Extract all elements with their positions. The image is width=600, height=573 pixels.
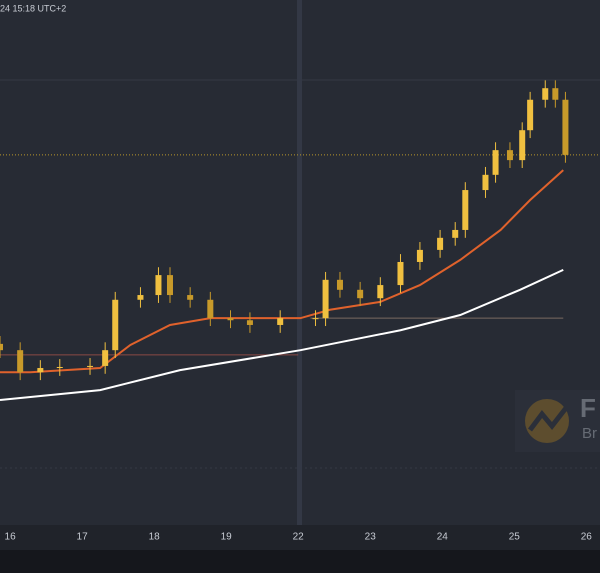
x-tick-label: 26: [581, 532, 593, 543]
candle-body: [462, 190, 469, 230]
candle-body: [56, 366, 63, 369]
watermark-logo-mark: [528, 406, 568, 432]
candle-body: [207, 299, 214, 319]
x-tick-label: 24: [437, 532, 449, 543]
axis-band: [0, 525, 600, 550]
candle-body: [377, 285, 384, 299]
candle-body: [519, 130, 526, 161]
candle-body: [492, 150, 499, 175]
candle-body: [87, 365, 94, 367]
candle-body: [112, 299, 119, 351]
candle-body: [437, 237, 444, 250]
x-tick-label: 25: [509, 532, 521, 543]
footer-band: [0, 550, 600, 573]
candle-body: [277, 318, 284, 325]
candle-body: [166, 275, 173, 296]
candle-body: [187, 295, 194, 300]
x-tick-label: 16: [5, 532, 17, 543]
x-tick-label: 17: [77, 532, 89, 543]
candle-body: [416, 249, 423, 262]
candle-body: [322, 279, 329, 319]
candle-body: [312, 318, 319, 320]
watermark: F Br: [515, 390, 600, 452]
candle-body: [357, 289, 364, 299]
x-tick-label: 18: [149, 532, 161, 543]
crosshair: [297, 0, 302, 525]
timestamp: 24 15:18 UTC+2: [0, 3, 66, 13]
candle-body: [246, 320, 253, 325]
watermark-text: Br: [582, 425, 597, 442]
candle-body: [102, 350, 109, 366]
x-tick-label: 19: [221, 532, 233, 543]
candle-body: [155, 275, 162, 296]
candle-body: [227, 318, 234, 321]
candle-body: [506, 150, 513, 161]
candle-body: [397, 261, 404, 286]
candle-body: [552, 88, 559, 100]
candle-body: [336, 279, 343, 290]
candle-body: [527, 99, 534, 131]
moving-average: [0, 268, 564, 402]
candle-body: [37, 368, 44, 373]
candle-body: [0, 343, 3, 351]
candle-body: [562, 99, 569, 155]
candle-body: [482, 174, 489, 191]
candle-body: [17, 350, 24, 373]
candle-body: [452, 229, 459, 238]
watermark-text: F: [580, 393, 596, 423]
x-tick-label: 23: [365, 532, 377, 543]
candle-body: [137, 295, 144, 300]
x-tick-label: 22: [293, 532, 305, 543]
candle-body: [542, 88, 549, 100]
